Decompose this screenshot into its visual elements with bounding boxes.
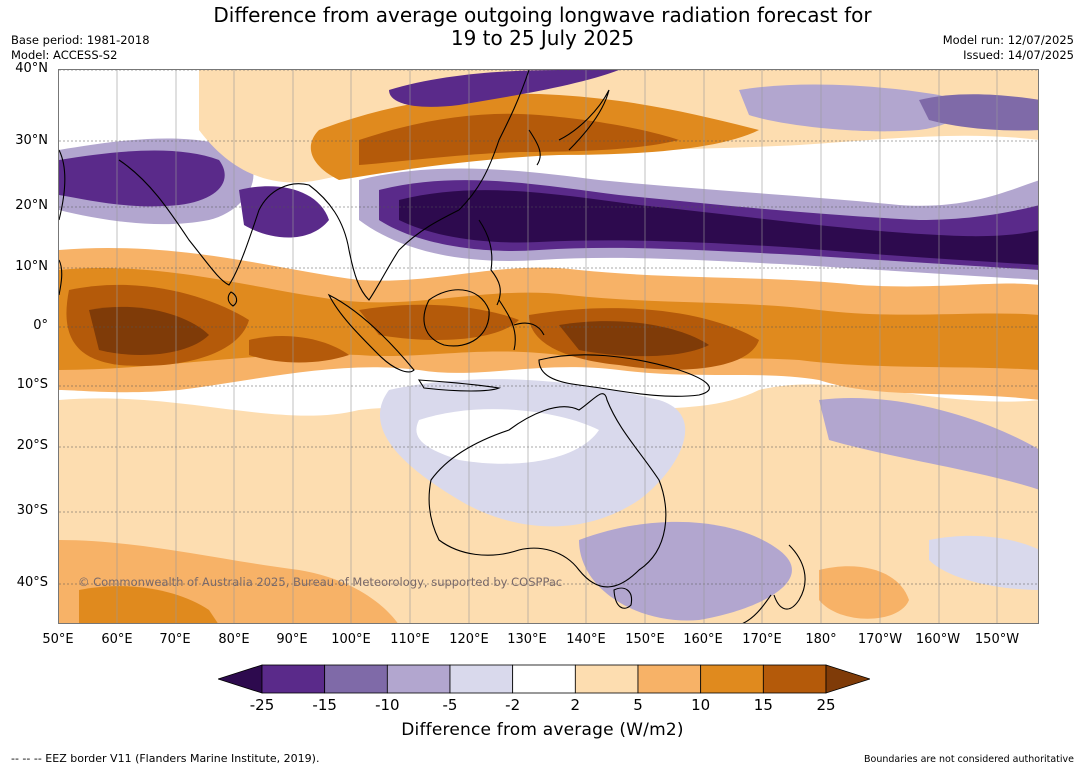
colorbar-label: Difference from average (W/m2) (401, 720, 684, 740)
model-name: Model: ACCESS-S2 (11, 48, 118, 62)
colorbar-tick: -2 (505, 696, 521, 714)
lat-label-30s: 30°S (16, 503, 48, 518)
colorbar-tick: 2 (570, 696, 581, 714)
model-run: Model run: 12/07/2025 (942, 33, 1074, 47)
meta-right: Model run: 12/07/2025 Issued: 14/07/2025 (943, 33, 1074, 63)
colorbar-bin (512, 664, 576, 694)
copyright-notice: © Commonwealth of Australia 2025, Bureau… (78, 575, 563, 589)
lat-label-30n: 30°N (15, 133, 48, 148)
lat-label-20s: 20°S (16, 438, 48, 453)
meta-left: Base period: 1981-2018 Model: ACCESS-S2 (11, 33, 150, 63)
lon-label: 140°E (566, 632, 606, 647)
colorbar-tick: -5 (442, 696, 458, 714)
lon-label: 180° (805, 632, 837, 647)
base-period: Base period: 1981-2018 (11, 33, 150, 47)
lon-label: 60°E (101, 632, 133, 647)
colorbar-tick: 25 (816, 696, 836, 714)
lat-label-40s: 40°S (16, 575, 48, 590)
colorbar-bin (386, 664, 451, 694)
colorbar-bin (762, 664, 827, 694)
colorbar-extend-high (825, 664, 870, 694)
colorbar-bin (324, 664, 388, 694)
boundaries-disclaimer: Boundaries are not considered authoritat… (864, 754, 1074, 765)
lon-label: 160°E (683, 632, 723, 647)
lon-label: 70°E (159, 632, 191, 647)
lon-label: 120°E (449, 632, 489, 647)
colorbar-tick: 15 (753, 696, 773, 714)
lon-label: 150°E (625, 632, 665, 647)
lon-label: 80°E (218, 632, 250, 647)
lon-label: 110°E (390, 632, 430, 647)
title-line-1: Difference from average outgoing longwav… (213, 3, 872, 27)
colorbar-tick: 5 (633, 696, 643, 714)
colorbar-extend-low (218, 664, 263, 694)
lat-label-0: 0° (33, 318, 48, 333)
colorbar-bin (700, 664, 764, 694)
colorbar-tick: -10 (375, 696, 400, 714)
lat-label-40n: 40°N (15, 61, 48, 76)
colorbar-tick: 10 (691, 696, 711, 714)
lat-label-10s: 10°S (16, 377, 48, 392)
coastlines (59, 70, 806, 623)
graticule (59, 70, 1038, 585)
colorbar-tick: -25 (249, 696, 275, 714)
lat-label-10n: 10°N (15, 259, 48, 274)
lon-label: 160°W (915, 632, 961, 647)
lon-label: 130°E (507, 632, 547, 647)
lon-label: 100°E (331, 632, 371, 647)
colorbar-bin (449, 664, 514, 694)
colorbar-bin (574, 664, 639, 694)
colorbar-bin (261, 664, 326, 694)
issued-date: Issued: 14/07/2025 (963, 48, 1074, 62)
map-svg (59, 70, 1038, 623)
lon-label: 170°W (857, 632, 903, 647)
title-line-2: 19 to 25 July 2025 (450, 26, 635, 50)
lon-label: 90°E (276, 632, 308, 647)
lon-label: 150°W (974, 632, 1020, 647)
eez-border-note: -- -- -- EEZ border V11 (Flanders Marine… (11, 752, 320, 765)
lon-label: 50°E (42, 632, 74, 647)
colorbar-bin (637, 664, 702, 694)
lat-label-20n: 20°N (15, 198, 48, 213)
anomaly-map (58, 69, 1039, 624)
colorbar (218, 664, 870, 694)
chart-title: Difference from average outgoing longwav… (0, 4, 1085, 50)
colorbar-tick: -15 (312, 696, 337, 714)
lon-label: 170°E (742, 632, 782, 647)
